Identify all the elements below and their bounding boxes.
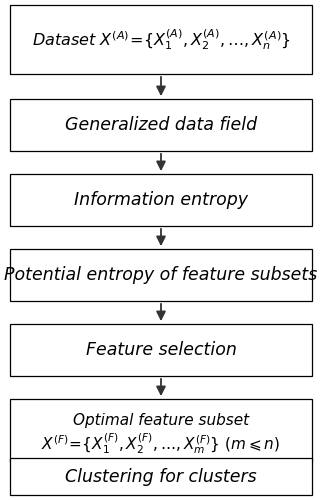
Bar <box>10 174 312 226</box>
Text: Generalized data field: Generalized data field <box>65 116 257 134</box>
Text: Potential entropy of feature subsets: Potential entropy of feature subsets <box>5 266 317 284</box>
Text: Clustering for clusters: Clustering for clusters <box>65 468 257 485</box>
Bar <box>10 399 312 462</box>
Bar <box>10 249 312 301</box>
Text: Dataset $X^{(A)}\!=\!\{X_1^{(A)}, X_2^{(A)}, \ldots, X_n^{(A)}\}$: Dataset $X^{(A)}\!=\!\{X_1^{(A)}, X_2^{(… <box>32 27 290 52</box>
Bar <box>10 324 312 376</box>
Bar <box>10 5 312 74</box>
Bar <box>10 458 312 495</box>
Text: Optimal feature subset: Optimal feature subset <box>73 413 249 428</box>
Bar <box>10 99 312 151</box>
Text: Feature selection: Feature selection <box>86 341 236 359</box>
Text: $X^{(F)}\!=\!\{X_1^{(F)}, X_2^{(F)}, \ldots, X_m^{(F)}\}$ $(m \leqslant n)$: $X^{(F)}\!=\!\{X_1^{(F)}, X_2^{(F)}, \ld… <box>42 431 280 456</box>
Text: Information entropy: Information entropy <box>74 191 248 209</box>
